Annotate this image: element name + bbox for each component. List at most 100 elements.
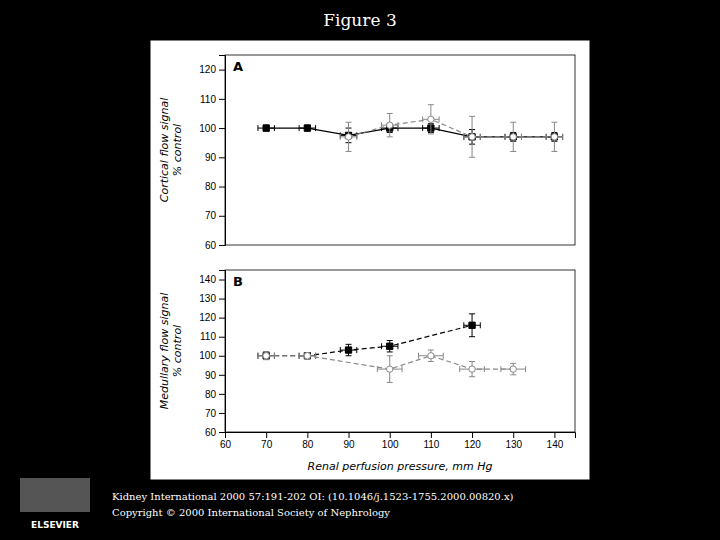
point	[304, 353, 310, 359]
panel-label: B	[233, 274, 243, 289]
x-error-bar	[340, 134, 356, 140]
y-axis: 60708090100110120	[199, 56, 225, 251]
tick: 110	[200, 94, 225, 105]
point	[469, 134, 475, 140]
x-error-bar	[505, 134, 521, 140]
tick-label: 100	[199, 123, 216, 134]
tick: 90	[343, 432, 355, 450]
plot-frame	[225, 270, 575, 432]
tick: 120	[464, 432, 481, 450]
tick-mark	[225, 432, 226, 438]
tick-label: 110	[423, 439, 439, 450]
tick-mark	[219, 128, 225, 129]
y-error-bar	[551, 122, 557, 151]
tick-mark	[219, 413, 225, 414]
tick: 80	[205, 181, 225, 192]
tick: 70	[205, 210, 225, 221]
tick-label: 80	[302, 439, 314, 450]
tick-label: 140	[199, 274, 216, 285]
tick-mark	[219, 299, 225, 300]
marks	[258, 105, 563, 158]
y-error-bar	[428, 105, 434, 134]
tick-label: 60	[220, 439, 232, 450]
footer-text: Kidney International 2000 57:191-202 OI:…	[112, 491, 514, 502]
point	[387, 122, 393, 128]
x-error-bar	[419, 353, 444, 359]
point	[345, 134, 351, 140]
tick-mark	[266, 432, 267, 438]
tick-label: 100	[199, 350, 216, 361]
y-error-bar	[304, 353, 310, 359]
y-error-bar	[387, 341, 393, 352]
tick-mark	[219, 375, 225, 376]
tick: 130	[505, 432, 522, 450]
tick-mark	[431, 432, 432, 438]
y-error-bar	[469, 314, 475, 337]
tick: 130	[199, 293, 225, 304]
x-error-bar	[381, 122, 397, 128]
x-error-bar	[505, 134, 521, 140]
y-error-bar	[469, 361, 475, 376]
tick-mark	[219, 99, 225, 100]
panel: 60708090100110120Cortical flow signal% c…	[158, 55, 575, 251]
y-error-bar	[346, 122, 352, 151]
point	[263, 125, 269, 131]
tick: 70	[261, 432, 273, 450]
axis-line	[219, 56, 226, 246]
tick: 100	[199, 350, 225, 361]
x-error-bar	[258, 125, 274, 131]
tick-mark	[349, 432, 350, 438]
y-error-bar	[510, 122, 516, 151]
marks	[258, 314, 526, 383]
tick-mark	[219, 157, 225, 158]
point	[387, 366, 393, 372]
tick: 140	[547, 432, 564, 450]
y-error-bar	[510, 132, 516, 141]
tick-label: 120	[464, 439, 481, 450]
y-error-bar	[304, 353, 310, 359]
tick-label: 80	[205, 181, 217, 192]
point	[345, 347, 351, 353]
x-error-bar	[340, 347, 356, 353]
tick: 80	[205, 389, 225, 400]
y-error-bar	[387, 113, 393, 136]
y-error-bar	[551, 132, 557, 141]
tick-label: 90	[205, 152, 217, 163]
y-axis-label: Medullary flow signal% control	[158, 293, 184, 409]
x-error-bar	[381, 343, 397, 349]
point	[510, 134, 516, 140]
tick: 90	[205, 370, 225, 381]
point	[510, 134, 516, 140]
tick-label: 80	[205, 389, 217, 400]
series-line	[349, 119, 555, 137]
tick-mark	[219, 216, 225, 217]
tick-mark	[390, 432, 391, 438]
tick-label: 60	[205, 427, 217, 438]
point	[469, 134, 475, 140]
tick-mark	[219, 337, 225, 338]
tick-label: 130	[199, 293, 216, 304]
footer-text: Copyright © 2000 International Society o…	[112, 507, 390, 518]
tick: 100	[199, 123, 225, 134]
point	[469, 322, 475, 328]
tick-mark	[307, 432, 308, 438]
point	[387, 343, 393, 349]
tick-label: 90	[343, 439, 355, 450]
tick: 120	[199, 64, 225, 75]
x-error-bar	[546, 134, 562, 140]
y-error-bar	[304, 125, 310, 131]
axis-line	[226, 433, 576, 439]
tick: 110	[423, 432, 439, 450]
tick: 110	[200, 331, 225, 342]
panel-label: A	[233, 59, 243, 74]
point	[304, 353, 310, 359]
series	[258, 350, 526, 382]
point	[263, 353, 269, 359]
series	[340, 105, 562, 158]
tick-mark	[219, 432, 225, 433]
x-error-bar	[546, 134, 562, 140]
x-error-bar	[299, 125, 315, 131]
tick: 100	[382, 432, 399, 450]
tick-label: 100	[382, 439, 399, 450]
y-error-bar	[263, 125, 269, 131]
